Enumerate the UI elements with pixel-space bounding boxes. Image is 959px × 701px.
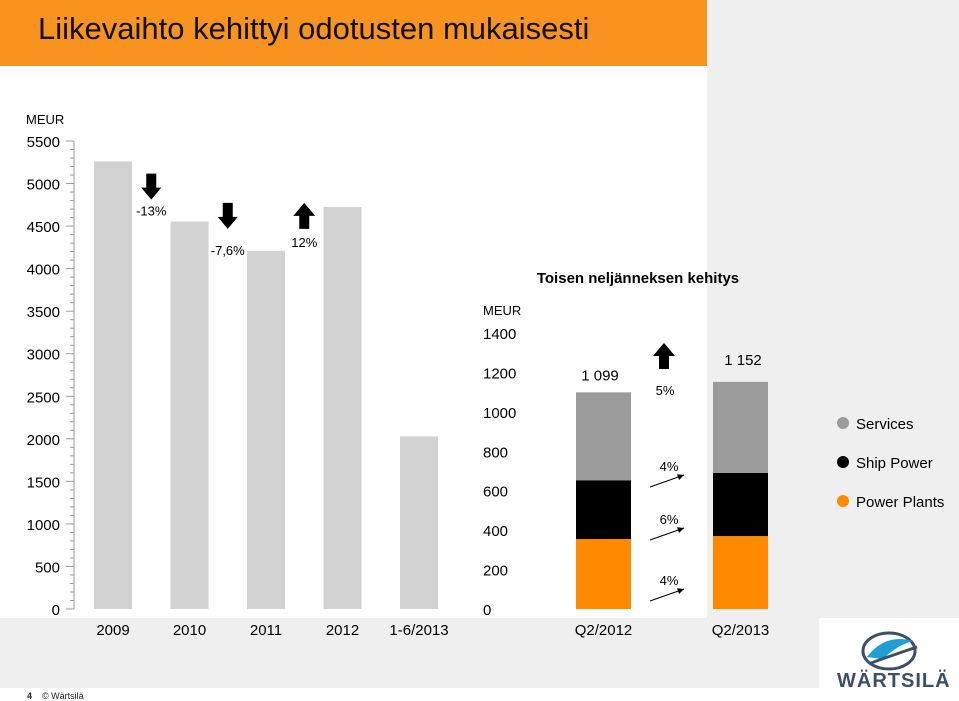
footer-strip <box>0 688 959 701</box>
chart1-y-tick-label: 4500 <box>27 219 60 236</box>
chart1-bar <box>323 206 362 610</box>
chart2-legend-label: Power Plants <box>856 494 944 511</box>
chart1-y-tick-label: 3500 <box>27 304 60 321</box>
chart1-x-tick-label: 1-6/2013 <box>389 622 448 639</box>
chart1-x-tick-label: 2009 <box>96 622 129 639</box>
chart2-bar-segment <box>713 472 768 537</box>
chart2-bar-segment <box>713 536 768 609</box>
chart2-growth-label: 5% <box>656 383 675 398</box>
chart1-bar <box>400 436 438 609</box>
chart2-growth-label: 4% <box>660 459 679 474</box>
chart2-y-tick-label: 200 <box>483 563 508 580</box>
copyright-text: © Wärtsilä <box>42 691 84 701</box>
chart2-y-tick-label: 0 <box>483 602 491 619</box>
chart1-change-label: 12% <box>291 235 317 250</box>
logo-wordmark: WÄRTSILÄ <box>837 670 951 692</box>
chart2-y-tick-label: 800 <box>483 444 508 461</box>
chart2-x-tick-label: Q2/2013 <box>712 622 770 639</box>
chart2-y-tick-label: 1400 <box>483 326 516 343</box>
chart2-total-label: 1 099 <box>581 367 619 384</box>
chart2-y-tick-label: 600 <box>483 484 508 501</box>
chart1-x-tick-label: 2011 <box>250 622 282 639</box>
chart2-legend-label: Ship Power <box>856 455 933 472</box>
chart1-bar <box>247 250 285 610</box>
chart2-y-tick-label: 1200 <box>483 365 516 382</box>
chart2-growth-arrow-icon-head <box>677 527 684 533</box>
page-number: 4 <box>27 691 33 701</box>
chart2-total-growth-arrow-icon <box>653 343 675 369</box>
chart1-change-label: -7,6% <box>211 243 245 258</box>
chart1-change-arrow-icon <box>217 202 238 229</box>
wartsila-logo: WÄRTSILÄ <box>837 625 951 692</box>
chart1-y-tick-label: 3000 <box>27 347 60 364</box>
chart2-legend-marker <box>837 456 849 468</box>
chart2-bar-segment <box>576 480 631 540</box>
chart1-bar <box>94 161 132 609</box>
chart2-growth-arrow-icon-head <box>677 588 684 594</box>
chart1-y-tick-label: 5500 <box>27 134 60 151</box>
chart2-unit-label: MEUR <box>483 303 521 318</box>
chart1-y-tick-label: 2500 <box>27 389 60 406</box>
background-panel-bottom <box>0 618 819 688</box>
chart2-y-tick-label: 1000 <box>483 405 516 422</box>
chart1-y-tick-label: 1000 <box>27 517 60 534</box>
chart1-unit-label: MEUR <box>26 112 64 127</box>
chart1-y-tick-label: 5000 <box>27 177 60 194</box>
chart2-growth-label: 4% <box>660 573 679 588</box>
chart2-total-label: 1 152 <box>724 352 762 369</box>
chart1-y-tick-label: 500 <box>35 559 60 576</box>
logo-swirl-icon <box>861 631 918 671</box>
chart2-bar-segment <box>576 392 631 481</box>
chart2-title: Toisen neljänneksen kehitys <box>537 270 739 287</box>
chart1-x-tick-label: 2012 <box>326 622 359 639</box>
title-bar: Liikevaihto kehittyi odotusten mukaisest… <box>0 0 707 66</box>
chart2-x-tick-label: Q2/2012 <box>575 622 633 639</box>
chart2-y-tick-label: 400 <box>483 523 508 540</box>
chart1-change-arrow-icon <box>141 173 162 200</box>
chart2-bar-segment <box>713 381 768 473</box>
chart1-change-label: -13% <box>136 204 167 219</box>
chart2-legend-marker <box>837 417 849 429</box>
chart2-bar-segment <box>576 539 631 609</box>
chart1-x-tick-label: 2010 <box>173 622 206 639</box>
chart1-change-arrow-icon <box>293 202 316 229</box>
chart1-y-tick-label: 0 <box>52 602 60 619</box>
page-title: Liikevaihto kehittyi odotusten mukaisest… <box>38 11 590 46</box>
chart1-bar <box>170 221 209 609</box>
chart2-legend-label: Services <box>856 416 914 433</box>
chart1-y-tick-label: 4000 <box>27 262 60 279</box>
chart2-legend-marker <box>837 495 849 507</box>
chart1-y-tick-label: 2000 <box>27 432 60 449</box>
chart2-growth-arrow-icon-head <box>677 474 684 480</box>
chart2-growth-label: 6% <box>660 512 679 527</box>
chart1-y-tick-label: 1500 <box>27 474 60 491</box>
